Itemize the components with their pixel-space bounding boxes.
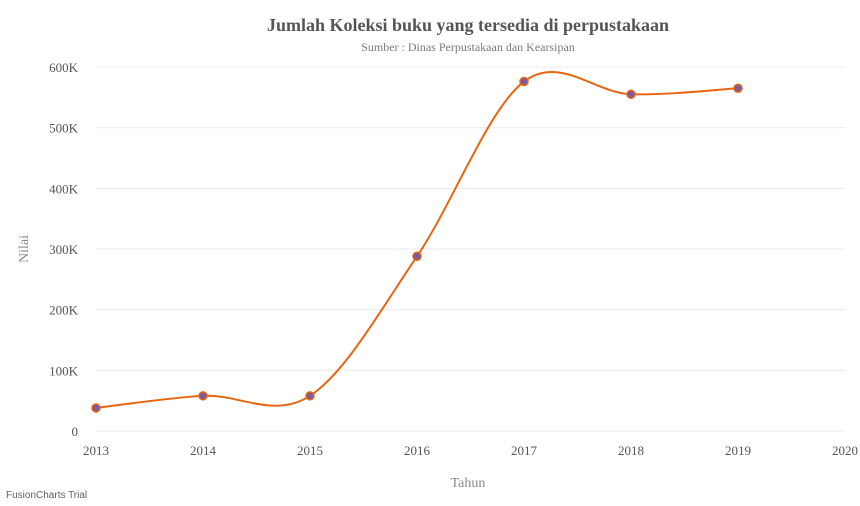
x-axis-label: Tahun bbox=[451, 476, 486, 491]
y-tick-label: 600K bbox=[49, 60, 79, 75]
x-tick-label: 2013 bbox=[83, 443, 109, 458]
x-tick-label: 2015 bbox=[297, 443, 323, 458]
chart-title: Jumlah Koleksi buku yang tersedia di per… bbox=[267, 15, 669, 35]
y-tick-label: 200K bbox=[49, 303, 79, 318]
data-point-marker[interactable] bbox=[412, 251, 422, 262]
y-tick-label: 100K bbox=[49, 363, 79, 378]
data-point-marker[interactable] bbox=[91, 403, 101, 413]
data-point-marker[interactable] bbox=[519, 76, 529, 87]
y-axis-label: Nilai bbox=[17, 235, 32, 263]
fusioncharts-watermark: FusionCharts Trial bbox=[6, 490, 87, 501]
x-tick-label: 2018 bbox=[618, 443, 644, 458]
series-line bbox=[95, 71, 739, 409]
chart-subtitle: Sumber : Dinas Perpustakaan dan Kearsipa… bbox=[361, 40, 575, 54]
x-axis-ticks: 2013 2014 2015 2016 2017 2018 2019 2020 bbox=[83, 443, 858, 458]
y-tick-label: 400K bbox=[49, 181, 79, 196]
data-point-marker[interactable] bbox=[626, 89, 636, 100]
x-tick-label: 2017 bbox=[511, 443, 538, 458]
y-tick-label: 0 bbox=[72, 424, 79, 439]
x-tick-label: 2019 bbox=[725, 443, 751, 458]
y-tick-label: 300K bbox=[49, 242, 79, 257]
series-group bbox=[91, 71, 743, 413]
data-point-marker[interactable] bbox=[305, 391, 315, 401]
data-point-marker[interactable] bbox=[198, 391, 208, 401]
grid-lines bbox=[96, 66, 845, 432]
y-axis-ticks: 0 100K 200K 300K 400K 500K 600K bbox=[49, 60, 79, 439]
x-tick-label: 2014 bbox=[190, 443, 217, 458]
x-tick-label: 2016 bbox=[404, 443, 431, 458]
y-tick-label: 500K bbox=[49, 121, 79, 136]
data-point-marker[interactable] bbox=[733, 83, 743, 93]
x-tick-label: 2020 bbox=[832, 443, 858, 458]
